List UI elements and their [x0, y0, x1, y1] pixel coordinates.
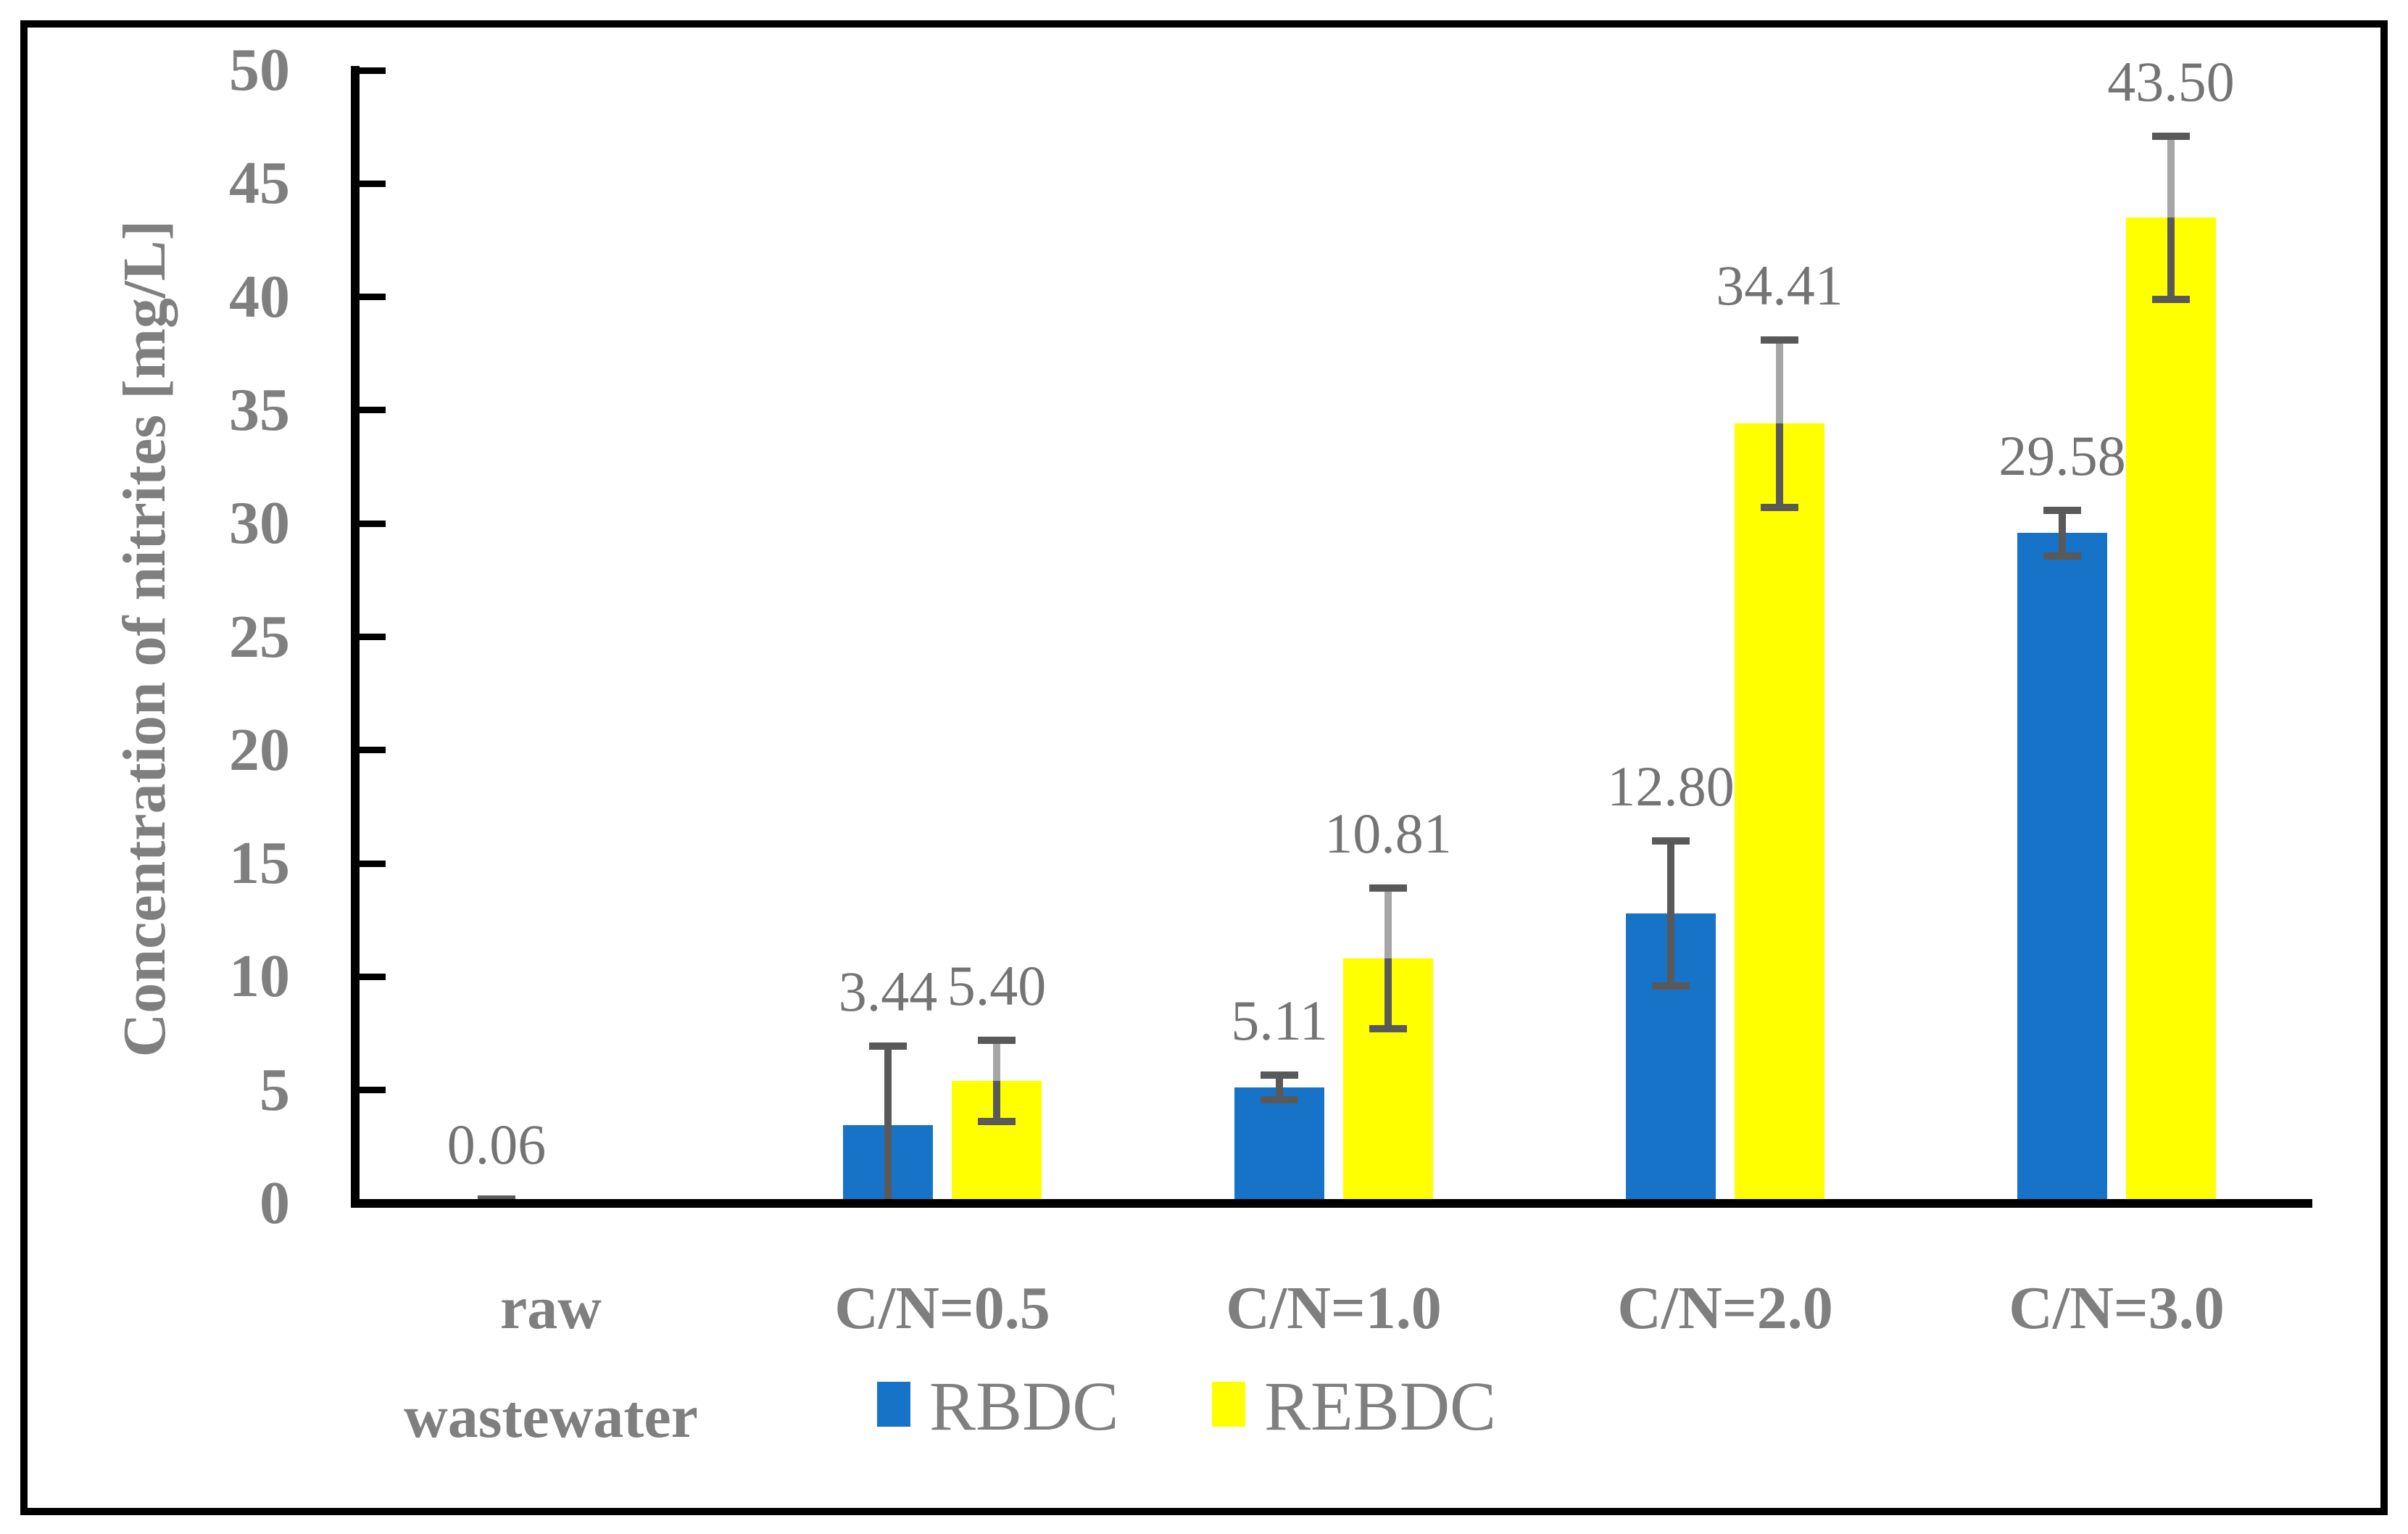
error-cap-lower-rbdc-4 [2043, 552, 2081, 560]
category-label-1: C/N=0.5 [834, 1274, 1050, 1342]
y-tick-15 [360, 860, 386, 867]
category-label-2: C/N=1.0 [1226, 1274, 1442, 1342]
error-whisker-upper-rebdc-1 [993, 1040, 1000, 1082]
bar-rebdc-4 [2126, 217, 2216, 1203]
data-label-rebdc-4: 43.50 [2107, 49, 2235, 113]
error-whisker-upper-rbdc-3 [1667, 840, 1674, 913]
y-tick-label-25: 25 [229, 602, 290, 671]
y-tick-label-5: 5 [260, 1056, 290, 1124]
error-whisker-lower-rebdc-3 [1776, 423, 1783, 507]
y-tick-label-35: 35 [229, 376, 290, 444]
y-tick-label-15: 15 [229, 829, 290, 897]
bar-rebdc-3 [1735, 423, 1824, 1203]
data-label-rebdc-2: 10.81 [1324, 802, 1452, 866]
error-whisker-lower-rbdc-3 [1667, 913, 1674, 986]
error-whisker-upper-rebdc-2 [1384, 888, 1392, 959]
error-cap-upper-rebdc-3 [1761, 336, 1798, 344]
y-tick-label-40: 40 [229, 262, 290, 331]
data-label-rbdc-0: 0.06 [447, 1113, 547, 1177]
y-tick-40 [360, 294, 386, 301]
y-tick-25 [360, 634, 386, 640]
category-label-0: raw [500, 1274, 602, 1342]
data-label-rebdc-3: 34.41 [1716, 253, 1843, 317]
error-cap-upper-rebdc-1 [978, 1036, 1016, 1044]
legend-swatch-rbdc [877, 1382, 910, 1427]
y-tick-10 [360, 973, 386, 980]
data-label-rbdc-3: 12.80 [1607, 754, 1735, 818]
error-cap-upper-rbdc-2 [1261, 1071, 1298, 1079]
error-whisker-lower-rbdc-1 [884, 1125, 892, 1203]
y-tick-label-10: 10 [229, 942, 290, 1011]
category-label-4: C/N=3.0 [2009, 1274, 2225, 1342]
category-label-3: C/N=2.0 [1617, 1274, 1833, 1342]
error-whisker-lower-rbdc-2 [1276, 1087, 1283, 1100]
error-cap-lower-rebdc-2 [1369, 1024, 1407, 1032]
error-cap-lower-rebdc-3 [1761, 504, 1798, 511]
error-whisker-lower-rebdc-1 [993, 1081, 1000, 1122]
y-tick-35 [360, 407, 386, 414]
error-whisker-upper-rbdc-2 [1276, 1075, 1283, 1088]
bar-rbdc-4 [2017, 533, 2107, 1203]
error-whisker-lower-rebdc-2 [1384, 958, 1392, 1029]
y-axis-line [351, 66, 360, 1208]
error-whisker-lower-rbdc-4 [2059, 533, 2066, 556]
data-label-rbdc-4: 29.58 [1998, 424, 2126, 488]
error-cap-lower-rebdc-1 [978, 1118, 1016, 1126]
y-tick-label-30: 30 [229, 489, 290, 557]
category-label-0-line2: wastewater [404, 1383, 698, 1451]
error-whisker-upper-rebdc-4 [2167, 136, 2175, 218]
y-tick-label-50: 50 [229, 36, 290, 104]
x-axis-line [351, 1199, 2312, 1208]
y-tick-5 [360, 1087, 386, 1094]
error-cap-upper-rbdc-1 [869, 1042, 907, 1050]
legend-label-rebdc: REBDC [1264, 1367, 1497, 1445]
legend-swatch-rebdc [1212, 1382, 1245, 1427]
y-tick-label-45: 45 [229, 149, 290, 217]
error-whisker-upper-rbdc-4 [2059, 510, 2066, 534]
error-whisker-lower-rebdc-4 [2167, 217, 2175, 299]
data-label-rebdc-1: 5.40 [947, 953, 1047, 1017]
error-cap-upper-rbdc-4 [2043, 507, 2081, 515]
y-tick-label-0: 0 [260, 1169, 290, 1237]
figure-border [20, 20, 2388, 1515]
error-cap-upper-rebdc-2 [1369, 884, 1407, 892]
error-cap-lower-rbdc-3 [1652, 982, 1690, 990]
legend-label-rbdc: RBDC [929, 1367, 1119, 1445]
y-tick-45 [360, 180, 386, 187]
error-cap-lower-rbdc-2 [1261, 1096, 1298, 1104]
y-tick-label-20: 20 [229, 716, 290, 784]
error-cap-upper-rbdc-3 [1652, 837, 1690, 845]
error-whisker-upper-rbdc-1 [884, 1046, 892, 1126]
data-label-rbdc-2: 5.11 [1231, 989, 1328, 1053]
y-tick-30 [360, 520, 386, 527]
error-cap-lower-rebdc-4 [2152, 295, 2190, 303]
bar-rbdc-2 [1234, 1087, 1324, 1203]
y-tick-50 [360, 67, 386, 74]
error-cap-upper-rebdc-4 [2152, 132, 2190, 140]
data-label-rbdc-1: 3.44 [838, 960, 938, 1024]
error-whisker-upper-rebdc-3 [1776, 339, 1783, 424]
y-tick-20 [360, 747, 386, 754]
